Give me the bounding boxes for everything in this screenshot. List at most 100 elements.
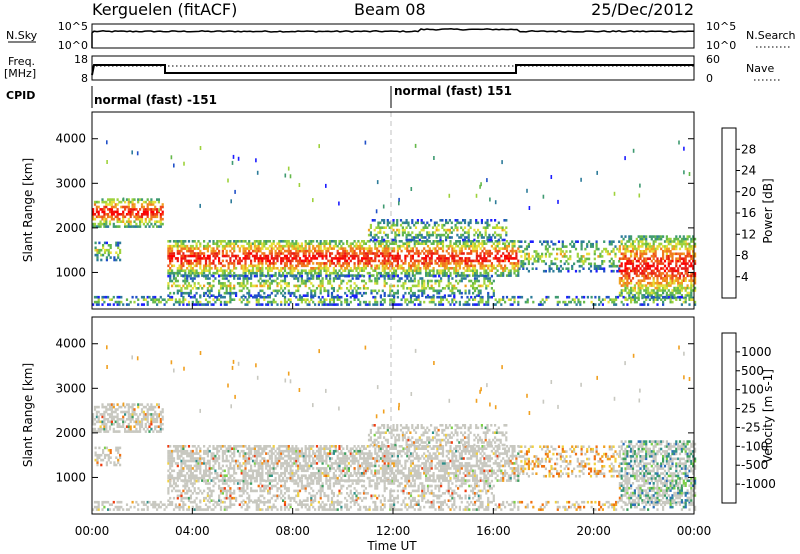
power-cell (238, 249, 241, 253)
power-cell (349, 247, 352, 250)
power-cell (370, 249, 373, 253)
power-cell (347, 274, 350, 278)
power-cell (387, 254, 390, 258)
power-cell (253, 244, 256, 248)
velocity-cell (191, 452, 194, 455)
power-cell (336, 303, 339, 306)
power-cell (270, 303, 273, 306)
power-cell (304, 252, 307, 255)
power-cell (129, 300, 132, 304)
power-cell (456, 219, 459, 222)
power-cell (227, 284, 230, 288)
power-cell (473, 228, 476, 232)
power-cell (453, 303, 456, 306)
power-cell (319, 264, 322, 268)
power-cell (353, 262, 356, 265)
power-cell (118, 213, 121, 216)
power-cell (457, 259, 460, 263)
velocity-cell (184, 479, 187, 482)
power-cell (502, 242, 505, 245)
power-cell (500, 274, 503, 277)
power-cell (187, 282, 191, 285)
power-cell (656, 262, 659, 265)
power-cell (669, 259, 672, 263)
power-cell (203, 254, 206, 258)
power-cell (208, 269, 211, 272)
power-cell (470, 269, 473, 272)
velocity-cell (97, 415, 100, 419)
power-cell (511, 303, 514, 306)
power-cell (470, 295, 473, 299)
power-cell (451, 277, 454, 280)
power-cell (481, 267, 484, 270)
power-cell (346, 282, 349, 285)
velocity-cell (110, 403, 113, 406)
power-cell (648, 257, 651, 260)
power-cell (684, 300, 687, 304)
power-cell (300, 295, 303, 299)
power-cell (171, 244, 174, 248)
power-cell (682, 259, 685, 263)
power-cell (96, 253, 99, 257)
power-cell (473, 277, 477, 280)
power-cell (257, 269, 260, 272)
power-cell (669, 242, 672, 246)
power-cell (577, 298, 580, 301)
power-cell (472, 240, 475, 243)
power-cell (624, 250, 627, 253)
power-cell (496, 259, 499, 263)
power-cell (283, 262, 287, 265)
power-cell (561, 250, 564, 253)
power-cell (259, 303, 262, 306)
power-cell (327, 291, 330, 295)
power-cell (402, 267, 405, 270)
power-cell (671, 281, 674, 285)
power-cell (263, 240, 266, 243)
power-cell (146, 303, 149, 306)
power-cell (520, 255, 523, 258)
power-cell (392, 221, 395, 225)
power-cell (440, 269, 443, 272)
power-cell (402, 282, 405, 285)
power-cell (310, 295, 313, 299)
power-cell (684, 267, 687, 270)
power-cell (161, 203, 164, 206)
velocity-cell (116, 415, 119, 419)
power-cell (223, 291, 226, 295)
power-cell (593, 262, 596, 266)
power-cell (477, 221, 480, 225)
power-cell (208, 300, 211, 304)
power-cell (176, 269, 179, 272)
power-cell (193, 269, 196, 272)
power-cell (191, 269, 194, 272)
power-cell (291, 264, 294, 268)
power-cell (146, 213, 149, 216)
power-cell (355, 294, 358, 297)
velocity-cell (159, 413, 162, 416)
power-cell (680, 242, 683, 246)
power-cell (225, 259, 228, 263)
power-cell (383, 279, 386, 283)
power-cell (408, 271, 411, 275)
power-cell (298, 257, 302, 260)
power-cell (639, 254, 642, 258)
power-cell (236, 244, 240, 248)
power-cell (464, 277, 467, 280)
power-cell (120, 220, 123, 223)
power-cell (449, 271, 452, 275)
power-cell (468, 264, 471, 268)
power-cell (494, 240, 497, 243)
power-cell (669, 296, 672, 300)
power-cell (426, 284, 430, 288)
power-cell (567, 262, 570, 266)
power-cell (432, 242, 435, 245)
power-cell (144, 225, 147, 228)
power-cell (656, 245, 659, 248)
power-cell (351, 294, 354, 297)
power-cell (455, 252, 458, 255)
power-cell (464, 244, 467, 248)
power-cell (359, 303, 362, 306)
power-cell (586, 242, 589, 246)
power-cell (310, 277, 313, 280)
power-cell (400, 259, 403, 263)
